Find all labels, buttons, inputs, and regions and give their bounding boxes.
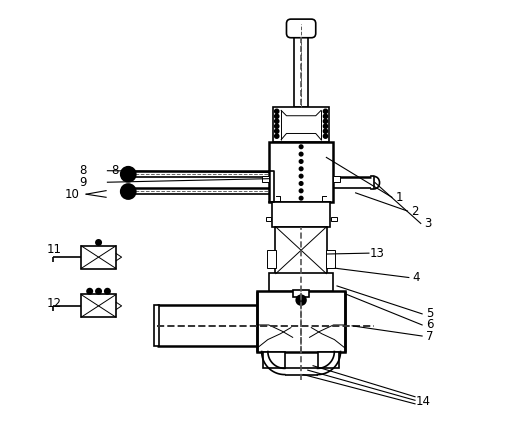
Bar xyxy=(81,294,116,318)
Circle shape xyxy=(323,129,327,133)
Bar xyxy=(276,227,327,274)
Text: 2: 2 xyxy=(411,205,419,218)
Circle shape xyxy=(323,119,327,123)
Circle shape xyxy=(299,160,303,163)
Bar xyxy=(333,176,340,182)
Bar xyxy=(154,305,159,346)
Bar xyxy=(264,351,285,368)
Text: 3: 3 xyxy=(424,217,431,230)
Bar xyxy=(262,176,269,182)
Bar xyxy=(81,246,116,268)
Circle shape xyxy=(105,289,110,294)
Text: 5: 5 xyxy=(426,307,433,320)
Circle shape xyxy=(275,119,279,123)
Circle shape xyxy=(299,145,303,149)
Text: 12: 12 xyxy=(47,297,62,310)
Text: 7: 7 xyxy=(426,330,433,343)
Bar xyxy=(331,217,337,221)
Circle shape xyxy=(87,289,92,294)
Text: 10: 10 xyxy=(65,188,80,201)
Circle shape xyxy=(275,109,279,113)
Bar xyxy=(269,273,334,291)
Text: 4: 4 xyxy=(412,271,420,284)
Bar xyxy=(257,291,345,352)
Text: 11: 11 xyxy=(47,243,62,256)
Circle shape xyxy=(96,240,101,245)
Circle shape xyxy=(125,172,131,177)
Circle shape xyxy=(323,124,327,128)
Circle shape xyxy=(323,109,327,113)
Bar xyxy=(294,33,308,107)
Bar xyxy=(269,142,334,202)
Circle shape xyxy=(275,134,279,138)
Text: 13: 13 xyxy=(370,247,385,260)
Circle shape xyxy=(299,189,303,193)
FancyBboxPatch shape xyxy=(286,19,316,38)
Bar xyxy=(267,250,276,268)
Circle shape xyxy=(323,114,327,118)
Circle shape xyxy=(125,189,131,194)
Bar xyxy=(326,250,335,268)
Circle shape xyxy=(299,153,303,156)
Bar xyxy=(293,290,309,297)
Circle shape xyxy=(299,174,303,178)
Circle shape xyxy=(121,184,136,199)
Circle shape xyxy=(296,295,306,305)
Bar xyxy=(266,217,271,221)
Circle shape xyxy=(275,129,279,133)
Text: 9: 9 xyxy=(79,176,87,189)
Circle shape xyxy=(121,167,136,182)
Circle shape xyxy=(299,182,303,185)
Text: 8: 8 xyxy=(79,164,87,177)
Text: 1: 1 xyxy=(396,191,403,204)
Bar xyxy=(272,202,330,227)
Circle shape xyxy=(299,167,303,170)
Text: 8: 8 xyxy=(111,164,118,177)
Circle shape xyxy=(275,114,279,118)
Circle shape xyxy=(96,289,101,294)
Bar xyxy=(273,107,329,142)
Circle shape xyxy=(323,134,327,138)
Bar xyxy=(318,351,339,368)
Text: 6: 6 xyxy=(426,318,433,331)
Circle shape xyxy=(275,124,279,128)
Text: 14: 14 xyxy=(416,395,431,408)
Circle shape xyxy=(299,197,303,200)
